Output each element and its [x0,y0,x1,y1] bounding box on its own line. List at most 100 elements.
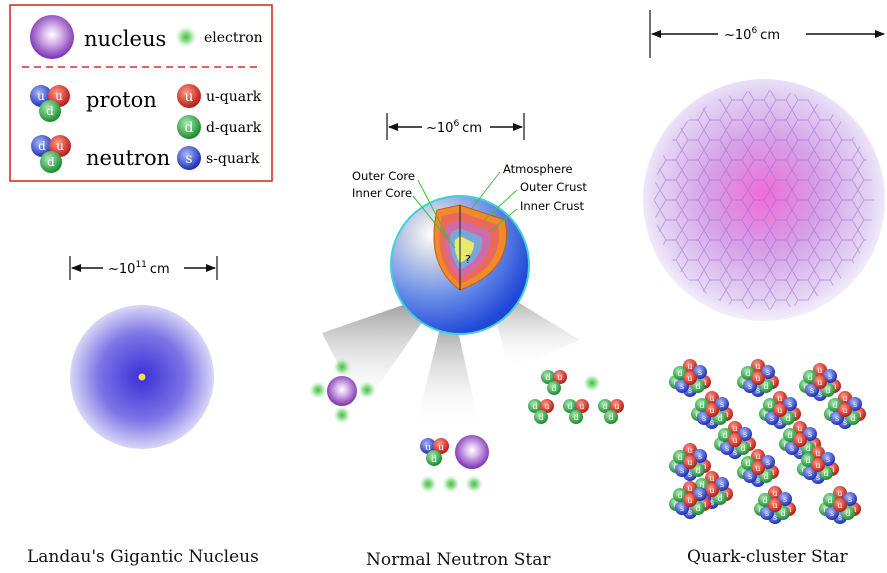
quark-letter: s [843,418,847,427]
quark-letter: u [851,505,856,514]
u-quark-ball [553,370,567,384]
d-quark-ball [528,399,542,413]
quark-letter: u [687,362,692,371]
quark-letter: s [720,400,724,409]
quark-letter: d [823,505,828,514]
quark-letter: d [763,472,768,481]
quark-letter: s [688,508,692,517]
quark-letter: s [698,452,702,461]
quark-star-cell-texture [654,90,874,310]
quark-letter: d [741,468,746,477]
zoom-nucleons-right: d udd udd udd ud [528,370,624,424]
legend-nucleus-label: nucleus [84,27,166,51]
quark-letter: d [805,456,810,465]
quark-letter: u [837,501,842,510]
quark-letter: s [828,372,832,381]
landau-core-dot [138,373,146,381]
caption-quark-star: Quark-cluster Star [687,547,848,567]
zoom-beam-left [322,302,425,410]
quark-letter: s [816,473,820,482]
quark-letter: u [723,410,728,419]
neutron-star-size-label: ~106 cm [426,119,482,136]
neutron-icon: d u d [31,135,71,173]
quark-letter: u [709,406,714,415]
quark-letter: s [788,400,792,409]
quark-letter: s [710,498,714,507]
quark-letter: u [746,440,751,449]
electron-icon [583,374,601,392]
quark-letter: d [718,440,723,449]
quark-letter: s [748,472,752,481]
legend-d-quark-label: d-quark [206,120,262,136]
quark-letter: s [710,418,714,427]
quark-letter: u [687,496,692,505]
legend-s-quark-label: s-quark [206,151,260,167]
quark-letter: d [46,104,54,118]
electron-icon [358,381,376,399]
quark-letter: d [695,466,700,475]
u-quark-ball [838,403,852,417]
quark-letter: u [701,378,706,387]
quark-letter: s [720,480,724,489]
d-quark-ball [598,399,612,413]
quark-letter: u [687,446,692,455]
quark-letter: d [673,378,678,387]
nucleus-icon [327,376,357,406]
inner-core-layer [454,236,474,263]
inner-core-unknown-mark: ? [465,253,471,266]
quark-letter: d [805,444,810,453]
quark-letter: u [37,89,45,103]
quark-letter: u [791,410,796,419]
quark-letter: u [687,458,692,467]
quark-letter: d [573,413,578,422]
electron-icon [309,381,327,399]
quark-letter: u [55,89,63,103]
quark-letter: d [717,414,722,423]
u-quark-ball [773,403,787,417]
quark-letter: u [687,484,692,493]
quark-letter: d [783,440,788,449]
quark-letter: s [808,469,812,478]
quark-letter: s [808,430,812,439]
quark-letter: d [807,373,812,382]
nucleon: d ud [541,370,567,395]
quark-letter: u [732,424,737,433]
u-quark-ball [751,461,765,475]
quark-letter: u [755,464,760,473]
quark-letter: d [745,369,750,378]
quark-letter: d [431,455,437,465]
landau-size-label: ~1011 cm [108,260,170,277]
nucleon: d ud [563,399,589,424]
quark-letter: d [673,500,678,509]
quark-letter: u [544,402,549,411]
quark-letter: d [832,401,837,410]
quark-letter: s [743,430,747,439]
u-quark-ball [811,458,825,472]
d-quark-ball [563,399,577,413]
u-quark-ball [793,433,807,447]
quark-letter: u [701,462,706,471]
electron-icon [419,475,437,493]
quark-letter: d [695,382,700,391]
quark-letter: u [856,410,861,419]
quark-letter: u [837,489,842,498]
quark-letter: d [677,369,682,378]
d-quark-ball [604,410,618,424]
legend-neutron-label: neutron [86,146,170,170]
u-quark-ball [610,399,624,413]
quark-letter: u [817,366,822,375]
quark-letter: u [687,374,692,383]
nucleus-icon [30,15,74,59]
quark-letter: u [831,382,836,391]
